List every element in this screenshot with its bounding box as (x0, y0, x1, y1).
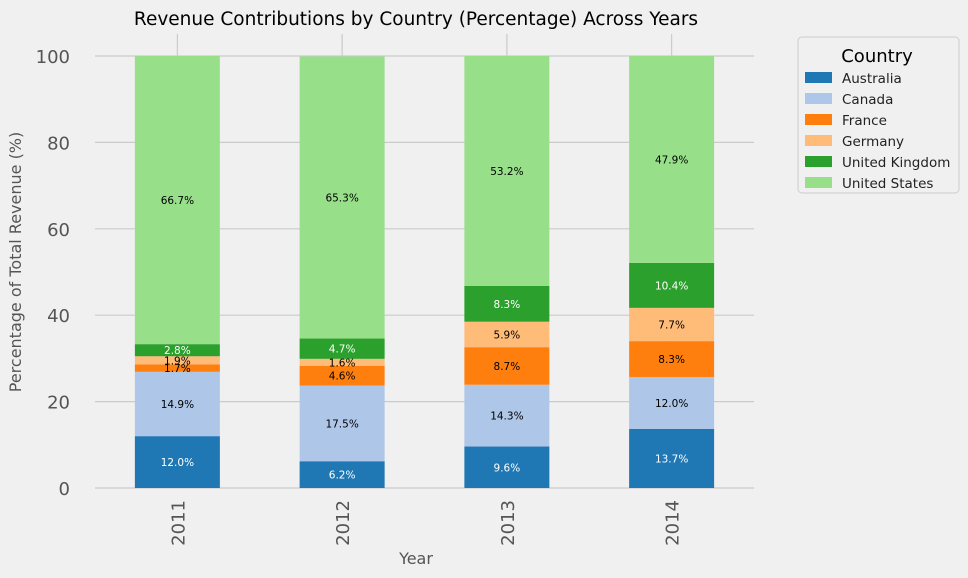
legend-label: France (842, 113, 887, 129)
legend-label: United States (842, 176, 933, 192)
x-axis-label: Year (398, 549, 433, 568)
bar-value-labels: 12.0% 14.9% 1.7%1.9%2.8% 66.7% 6.2% 17.5% 4.6%… (161, 154, 689, 481)
legend-swatch (805, 156, 832, 167)
bar-segment (299, 338, 385, 359)
bar-segment (464, 285, 550, 322)
bar-value-label: 8.3% (658, 354, 685, 366)
bar-segment (629, 262, 715, 308)
bar-value-label: 9.6% (494, 462, 521, 474)
legend-swatch (805, 114, 832, 125)
legend-title: Country (841, 46, 913, 67)
bars (134, 56, 715, 488)
bar-segment (299, 365, 385, 386)
bar-value-label: 6.2% (329, 470, 356, 482)
bar-segment (629, 307, 715, 342)
bar-segment (464, 321, 550, 348)
y-tick-label: 100 (36, 47, 70, 68)
bar-value-label: 4.7% (329, 344, 356, 356)
legend-frame (797, 36, 960, 194)
legend-items: Australia Canada France Germany United Kingd… (805, 71, 950, 192)
bar-segment (629, 341, 715, 377)
bar-value-label: 14.9% (161, 399, 194, 411)
bar-value-label: 8.3% (494, 299, 521, 311)
bar-value-label: 12.0% (161, 457, 194, 469)
bar-value-label: 1.7% (164, 363, 191, 375)
bar-segment (464, 347, 550, 385)
bar-value-label: 47.9% (655, 154, 688, 166)
legend-swatch (805, 135, 832, 146)
bar-value-label: 2.8% (164, 345, 191, 357)
x-tick-label: 2013 (498, 500, 519, 546)
bar-segment (299, 56, 385, 339)
bar-value-label: 8.7% (494, 361, 521, 373)
bar-value-label: 7.7% (658, 319, 685, 331)
y-tick-label: 0 (59, 479, 70, 500)
bar-segment (464, 446, 550, 488)
bar-value-label: 1.9% (164, 355, 191, 367)
chart-title: Revenue Contributions by Country (Percen… (134, 9, 698, 30)
bar-segment (134, 344, 220, 357)
bar-segment (134, 436, 220, 488)
bar-value-label: 13.7% (655, 453, 688, 465)
x-tick-label: 2012 (333, 500, 354, 546)
bar-value-label: 66.7% (161, 195, 194, 207)
legend-label: Canada (842, 92, 893, 108)
bar-segment (299, 461, 385, 488)
bar-segment (629, 376, 715, 429)
bar-value-label: 1.6% (329, 357, 356, 369)
legend-swatch (805, 93, 832, 104)
bar-value-label: 4.6% (329, 371, 356, 383)
y-tick-label: 60 (47, 220, 70, 241)
axis-ticks: 0 20 40 60 80 100 2011 2012 2013 2014 (36, 47, 684, 546)
bar-value-label: 17.5% (325, 418, 358, 430)
legend-label: Germany (842, 134, 904, 150)
bar-value-label: 5.9% (494, 329, 521, 341)
bar-segment (134, 371, 220, 437)
bar-segment (134, 364, 220, 372)
bar-segment (629, 56, 715, 263)
x-tick-label: 2014 (663, 500, 684, 546)
y-tick-label: 20 (47, 393, 70, 414)
legend: Country Australia Canada France Germany Unit… (797, 36, 960, 194)
x-tick-label: 2011 (168, 500, 189, 546)
y-axis-label: Percentage of Total Revenue (%) (6, 132, 25, 393)
bar-segment (299, 385, 385, 462)
legend-label: United Kingdom (842, 155, 950, 171)
legend-swatch (805, 72, 832, 83)
bar-value-label: 10.4% (655, 280, 688, 292)
y-tick-label: 40 (47, 306, 70, 327)
bar-segment (464, 384, 550, 447)
legend-label: Australia (842, 71, 902, 87)
bar-value-label: 14.3% (490, 411, 523, 423)
bar-segment (629, 428, 715, 488)
legend-swatch (805, 177, 832, 188)
bar-value-label: 65.3% (325, 192, 358, 204)
bar-segment (134, 56, 220, 345)
y-tick-label: 80 (47, 133, 70, 154)
bar-segment (299, 358, 385, 366)
bar-segment (464, 56, 550, 286)
bar-value-label: 12.0% (655, 398, 688, 410)
bar-segment (134, 356, 220, 365)
bar-value-label: 53.2% (490, 166, 523, 178)
